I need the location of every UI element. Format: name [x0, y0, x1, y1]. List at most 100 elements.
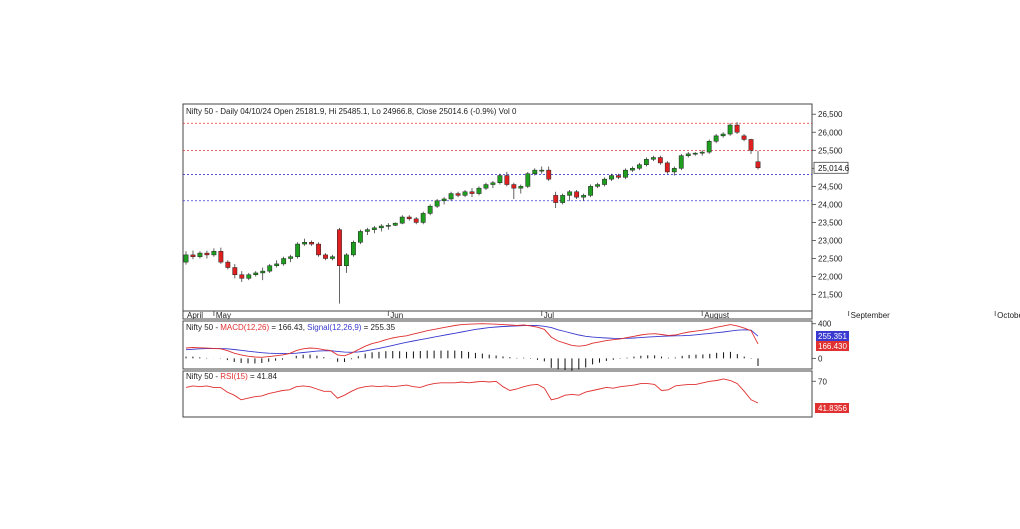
candle-body: [420, 213, 426, 223]
macd-line: [185, 323, 759, 358]
signal-last-label: 255.351: [818, 332, 847, 341]
month-label: Jun: [390, 311, 403, 320]
candle-body: [267, 265, 273, 272]
candle-body: [448, 193, 454, 200]
candle-body: [664, 162, 670, 173]
month-label: October: [997, 311, 1020, 320]
candle-body: [609, 175, 614, 180]
candle-body: [246, 274, 252, 279]
candle-body: [330, 256, 335, 259]
candle-body: [183, 254, 189, 263]
candle-body: [288, 256, 294, 259]
candle-body: [204, 252, 210, 256]
candle-body: [581, 195, 587, 198]
candle-body: [706, 141, 712, 153]
price-ytick-label: 22,500: [818, 255, 843, 264]
rsi-panel: 70 Nifty 50 - RSI(15) = 41.84 41.8356: [182, 370, 849, 418]
candle-body: [713, 135, 719, 142]
candle-body: [553, 195, 559, 203]
candle-body: [602, 178, 607, 185]
rsi-legend-label: RSI(15): [220, 372, 248, 381]
candle-body: [316, 243, 321, 256]
price-ytick-label: 24,000: [818, 200, 843, 209]
candle-body: [476, 187, 482, 194]
rsi-header: Nifty 50 - RSI(15) = 41.84: [186, 372, 277, 381]
candle-body: [748, 139, 754, 151]
candle-body: [427, 205, 433, 214]
month-label: September: [851, 311, 890, 320]
candle-body: [490, 182, 496, 185]
candle-body: [462, 191, 468, 196]
candle-body: [755, 161, 761, 169]
candle-body: [197, 252, 203, 257]
candle-body: [441, 198, 447, 202]
candle-body: [546, 169, 552, 180]
macd-legend-label: MACD(12,26): [220, 323, 269, 332]
candle-body: [211, 251, 217, 256]
candle-body: [239, 274, 245, 279]
candle-body: [532, 169, 538, 174]
candle-body: [274, 263, 280, 266]
candle-body: [385, 225, 391, 227]
candle-body: [699, 151, 705, 154]
candle-body: [218, 251, 224, 263]
rsi-line-series: [185, 378, 759, 404]
candle-body: [595, 184, 600, 187]
price-header: Nifty 50 - Daily 04/10/24 Open 25181.9, …: [186, 107, 517, 116]
price-ytick-label: 23,500: [818, 218, 843, 227]
candle-body: [455, 193, 461, 196]
candle-body: [253, 272, 259, 275]
candle-body: [351, 242, 356, 256]
candle-body: [511, 184, 517, 189]
price-panel: 21,500 22,000 22,500 23,000 23,500 24,000 24,5…: [182, 103, 1020, 320]
candle-body: [413, 218, 419, 223]
candle-body: [574, 191, 580, 198]
candle-body: [483, 184, 489, 189]
candle-body: [406, 216, 412, 220]
candle-body: [692, 152, 698, 155]
candle-body: [469, 191, 475, 194]
candle-body: [671, 168, 677, 173]
price-ytick-label: 24,500: [818, 182, 843, 191]
candle-body: [616, 175, 621, 178]
candle-body: [504, 175, 510, 185]
candle-body: [560, 195, 566, 203]
candle-body: [525, 173, 531, 187]
candle-body: [309, 242, 314, 245]
macd-last-label: 166.430: [818, 342, 847, 351]
rsi-legend-value: = 41.84: [248, 372, 278, 381]
candle-body: [364, 229, 370, 232]
rsi-ytick-label: 70: [818, 377, 827, 386]
candle-body: [497, 175, 503, 184]
price-ytick-label: 22,000: [818, 273, 843, 282]
candle-body: [539, 169, 545, 172]
macd-ytick-label: 0: [818, 354, 823, 363]
price-ytick-label: 21,500: [818, 291, 843, 300]
candle-body: [741, 135, 747, 140]
candle-body: [357, 231, 363, 243]
candle-body: [302, 242, 307, 245]
candle-body: [657, 157, 663, 164]
candle-body: [685, 153, 691, 156]
candle-body: [392, 222, 398, 226]
last-price-label: 25,014.6: [818, 164, 850, 173]
candle-body: [643, 159, 649, 165]
candle-body: [232, 267, 238, 275]
candle-body: [281, 258, 287, 265]
macd-header: Nifty 50 - MACD(12,26) = 166.43, Signal(…: [186, 323, 396, 332]
price-ytick-label: 26,500: [818, 110, 843, 119]
candle-body: [225, 261, 231, 268]
month-label: Jul: [544, 311, 554, 320]
candle-body: [630, 168, 635, 171]
month-label: August: [704, 311, 730, 320]
candle-body: [434, 200, 440, 207]
candle-body: [371, 227, 377, 230]
candle-body: [260, 270, 266, 274]
candle-body: [678, 155, 684, 169]
candle-body: [399, 216, 405, 224]
candle-body: [727, 124, 733, 135]
rsi-header-prefix: Nifty 50 -: [186, 372, 220, 381]
signal-line: [185, 325, 759, 355]
macd-header-prefix: Nifty 50 -: [186, 323, 220, 332]
